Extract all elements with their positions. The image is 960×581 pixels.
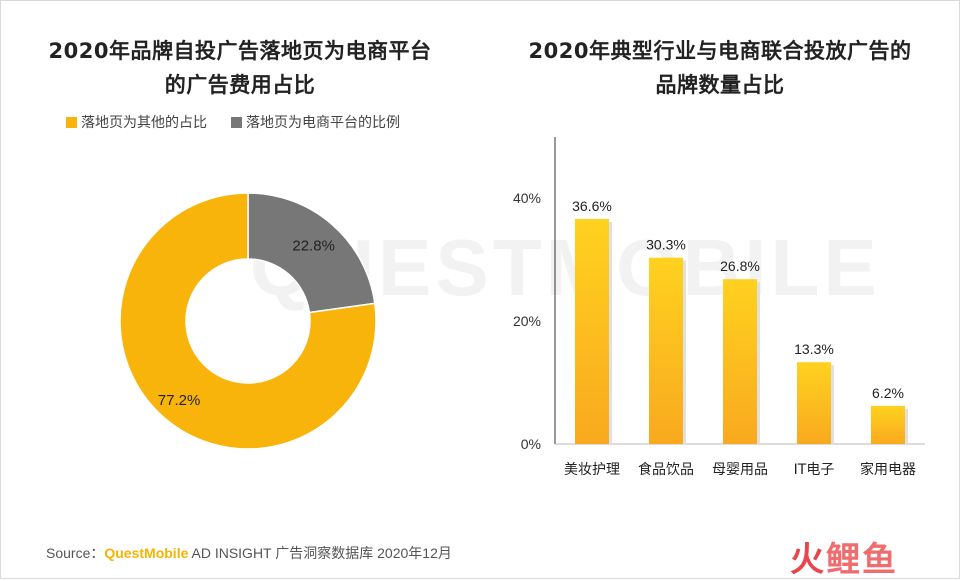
source-rest: AD INSIGHT 广告洞察数据库 2020年12月 bbox=[188, 545, 452, 561]
bar bbox=[797, 362, 831, 444]
bar bbox=[871, 405, 905, 444]
donut-label-other: 77.2% bbox=[158, 392, 201, 409]
legend-swatch-other bbox=[66, 116, 77, 128]
legend-label-other: 落地页为其他的占比 bbox=[81, 115, 207, 131]
donut-legend: 落地页为其他的占比 落地页为电商平台的比例 bbox=[66, 112, 400, 132]
bar-chart-title: 2020年典型行业与电商联合投放广告的 品牌数量占比 bbox=[500, 34, 940, 102]
y-tick-label: 40% bbox=[513, 190, 541, 206]
x-tick-label: 美妆护理 bbox=[564, 462, 620, 478]
bar bbox=[723, 279, 757, 444]
legend-swatch-ecom bbox=[231, 116, 242, 128]
bar bbox=[649, 257, 683, 444]
donut-title-line-2: 的广告费用占比 bbox=[164, 73, 316, 97]
donut-slice-ecom bbox=[247, 192, 376, 314]
x-tick-label: 食品饮品 bbox=[638, 461, 694, 478]
bar-chart: 0% 20% 40% 36.6% 美妆护理 30.3% 食品饮品 26.8% 母婴用品 13.3%… bbox=[513, 137, 925, 478]
donut-slice-other bbox=[119, 192, 377, 450]
y-tick-label: 0% bbox=[521, 436, 541, 452]
y-tick-label: 20% bbox=[513, 313, 541, 329]
donut-chart-title: 2020年品牌自投广告落地页为电商平台 的广告费用占比 bbox=[20, 34, 460, 102]
legend-item-other: 落地页为其他的占比 bbox=[66, 112, 207, 132]
source-brand: QuestMobile bbox=[104, 545, 189, 561]
legend-label-ecom: 落地页为电商平台的比例 bbox=[246, 115, 400, 131]
source-line: Source：QuestMobile AD INSIGHT 广告洞察数据库 20… bbox=[46, 543, 452, 563]
bar bbox=[575, 218, 609, 444]
source-label: Source： bbox=[46, 545, 105, 561]
x-tick-label: 母婴用品 bbox=[712, 462, 768, 478]
logo: 火鲤鱼 bbox=[790, 532, 898, 581]
x-tick-label: IT电子 bbox=[794, 462, 835, 478]
legend-item-ecom: 落地页为电商平台的比例 bbox=[231, 112, 400, 132]
donut-chart: 22.8% 77.2% bbox=[119, 192, 377, 450]
bar-title-line-2: 品牌数量占比 bbox=[655, 73, 785, 97]
bar-value-label: 6.2% bbox=[872, 385, 904, 401]
donut-title-line-1: 2020年品牌自投广告落地页为电商平台 bbox=[48, 39, 432, 63]
donut-label-ecom: 22.8% bbox=[292, 238, 335, 255]
bar-value-label: 36.6% bbox=[572, 198, 612, 214]
x-tick-label: 家用电器 bbox=[860, 461, 916, 478]
bar-value-label: 26.8% bbox=[720, 258, 760, 274]
bar-value-label: 13.3% bbox=[794, 341, 834, 357]
logo-part-1: 火 bbox=[790, 540, 826, 580]
logo-part-2: 鲤鱼 bbox=[826, 540, 898, 580]
bar-title-line-1: 2020年典型行业与电商联合投放广告的 bbox=[528, 39, 912, 63]
bar-value-label: 30.3% bbox=[646, 237, 686, 253]
